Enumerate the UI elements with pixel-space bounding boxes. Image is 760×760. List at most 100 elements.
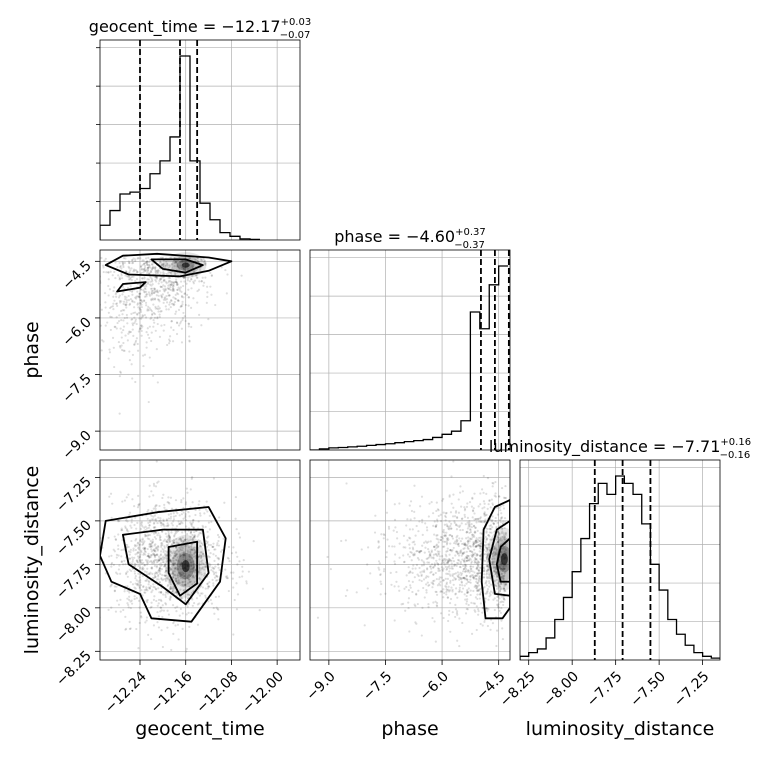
sample-point (463, 547, 466, 550)
sample-point (152, 548, 156, 551)
sample-point (417, 589, 420, 592)
sample-point (151, 265, 155, 268)
sample-point (139, 288, 143, 291)
sample-point (156, 604, 159, 607)
sample-point (181, 540, 184, 543)
sample-point (164, 298, 167, 302)
sample-point (134, 318, 137, 321)
sample-point (427, 515, 430, 518)
sample-point (138, 621, 141, 625)
sample-point (151, 313, 154, 317)
sample-point (137, 557, 140, 560)
sample-point (187, 322, 191, 326)
sample-point (180, 327, 184, 330)
sample-point (473, 609, 476, 612)
sample-point (452, 506, 455, 509)
sample-point (183, 539, 186, 542)
sample-point (135, 579, 138, 582)
sample-point (140, 316, 143, 319)
sample-point (217, 566, 220, 569)
sample-point (167, 513, 170, 516)
sample-point (112, 302, 115, 305)
sample-point (157, 569, 160, 573)
title-sup: +0.03 (281, 17, 312, 28)
sample-point (152, 526, 155, 529)
sample-point (144, 269, 147, 273)
sample-point (135, 337, 138, 340)
sample-point (468, 537, 472, 540)
sample-point (398, 589, 401, 592)
sample-point (220, 266, 223, 269)
sample-point (193, 571, 196, 574)
sample-point (180, 574, 184, 577)
sample-point (176, 288, 179, 292)
sample-point (109, 306, 112, 310)
sample-point (487, 607, 490, 611)
sample-point (490, 498, 493, 501)
sample-point (126, 575, 129, 578)
sample-point (200, 573, 203, 576)
sample-point (500, 512, 503, 515)
sample-point (122, 264, 125, 267)
sample-point (138, 308, 141, 311)
sample-point (150, 605, 153, 608)
sample-point (142, 552, 146, 555)
sample-point (156, 270, 159, 273)
sample-point (155, 294, 158, 297)
sample-point (180, 501, 183, 504)
sample-point (456, 516, 459, 520)
sample-point (481, 624, 484, 627)
sample-point (502, 566, 505, 569)
sample-point (130, 539, 133, 543)
sample-point (136, 270, 139, 274)
sample-point (154, 266, 157, 269)
sample-point (466, 598, 469, 601)
sample-point (387, 527, 391, 530)
sample-point (178, 555, 181, 558)
sample-point (159, 521, 162, 524)
sample-point (498, 519, 502, 522)
sample-point (119, 265, 122, 269)
sample-point (214, 565, 217, 568)
sample-point (476, 565, 479, 568)
sample-point (153, 562, 156, 565)
sample-point (148, 283, 152, 286)
sample-point (456, 571, 459, 574)
hist-bar-geocent_time (130, 192, 140, 240)
sample-point (128, 568, 131, 571)
sample-point (149, 317, 152, 320)
sample-point (128, 331, 131, 334)
hist-bar-luminosity_distance (598, 483, 607, 660)
sample-point (175, 531, 178, 534)
sample-point (157, 532, 160, 535)
sample-point (488, 528, 492, 531)
sample-point (101, 339, 104, 342)
sample-point (215, 544, 219, 547)
sample-point (163, 538, 166, 541)
sample-point (166, 583, 170, 587)
sample-point (189, 535, 192, 538)
sample-point (178, 555, 181, 558)
sample-point (189, 538, 192, 541)
sample-point (159, 557, 162, 560)
sample-point (431, 616, 434, 620)
sample-point (139, 302, 142, 305)
sample-point (469, 575, 472, 578)
sample-point (498, 590, 501, 593)
sample-point (441, 590, 444, 593)
sample-point (133, 316, 136, 319)
sample-point (427, 556, 431, 559)
sample-point (175, 310, 178, 313)
sample-point (155, 520, 158, 523)
sample-point (154, 329, 157, 332)
sample-point (432, 573, 435, 576)
sample-point (164, 260, 167, 263)
sample-point (448, 570, 451, 573)
sample-point (484, 592, 487, 595)
sample-point (195, 274, 198, 277)
sample-point (187, 325, 190, 328)
sample-point (156, 381, 159, 384)
sample-point (208, 585, 211, 588)
sample-point (186, 491, 189, 494)
sample-point (444, 516, 448, 519)
